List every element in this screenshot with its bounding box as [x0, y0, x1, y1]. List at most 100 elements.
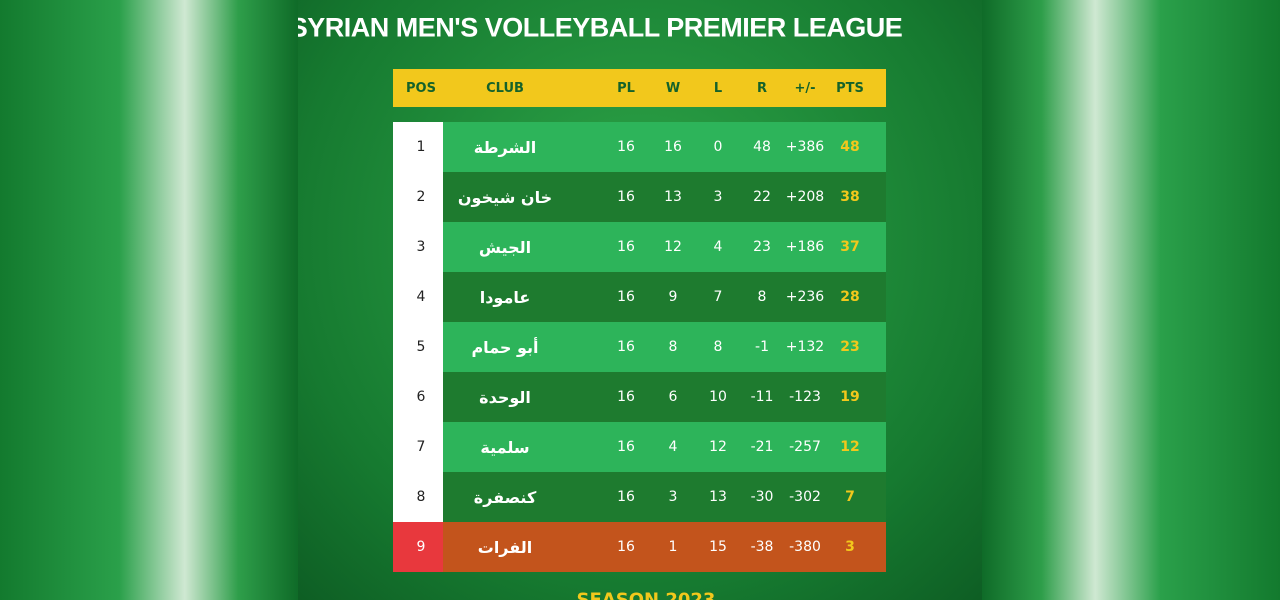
row	[443, 172, 886, 222]
pos-cell	[393, 372, 443, 422]
table-cell: +132	[785, 339, 825, 355]
table-cell: 1	[416, 139, 426, 155]
table-cell: 28	[840, 289, 860, 305]
table-cell: 16	[664, 139, 682, 155]
table-cell: +208	[785, 189, 825, 205]
table-cell: 16	[617, 339, 635, 355]
table-cell: 12	[840, 439, 860, 455]
table-cell: 6	[416, 389, 426, 405]
table-cell: 3	[416, 239, 426, 255]
bg-right	[982, 0, 1280, 600]
row	[443, 272, 886, 322]
header-cell: PTS	[836, 80, 864, 96]
table-cell: 19	[840, 389, 860, 405]
row	[443, 122, 886, 172]
table-cell: عامودا	[479, 287, 531, 307]
table-cell: 4	[668, 439, 678, 455]
table-cell: 16	[617, 539, 635, 555]
table-cell: 23	[753, 239, 771, 255]
pos-cell	[393, 172, 443, 222]
footer: SEASON 2023	[576, 589, 716, 600]
table-cell: 2	[416, 189, 426, 205]
pos-cell	[393, 322, 443, 372]
table-cell: الفرات	[477, 537, 533, 557]
table-cell: 16	[617, 389, 635, 405]
table-cell: 16	[617, 439, 635, 455]
pos-cell	[393, 222, 443, 272]
table-cell: +186	[785, 239, 825, 255]
header-cell: W	[665, 80, 681, 96]
table-cell: 4	[416, 289, 426, 305]
header-bar	[393, 69, 886, 107]
title: SYRIAN MEN'S VOLLEYBALL PREMIER LEAGUE	[298, 12, 903, 43]
table-cell: 16	[617, 289, 635, 305]
table-cell: 6	[668, 389, 678, 405]
table-cell: 15	[709, 539, 727, 555]
table-cell: 4	[713, 239, 723, 255]
header-cell: PL	[617, 80, 635, 96]
table-cell: 7	[845, 489, 855, 505]
table-cell: 12	[664, 239, 682, 255]
header-cell: L	[713, 80, 723, 96]
table-cell: 8	[713, 339, 723, 355]
table-cell: 16	[617, 239, 635, 255]
table-cell: 8	[757, 289, 767, 305]
pos-cell	[393, 122, 443, 172]
table-cell: -38	[750, 539, 774, 555]
table-cell: -11	[750, 389, 774, 405]
table-cell: -257	[789, 439, 821, 455]
table-cell: +386	[785, 139, 825, 155]
table-cell: 7	[416, 439, 426, 455]
table-cell: -1	[755, 339, 769, 355]
row	[443, 422, 886, 472]
row	[443, 222, 886, 272]
table-cell: 23	[840, 339, 860, 355]
bg-left	[0, 0, 298, 600]
row	[443, 472, 886, 522]
table-cell: 7	[713, 289, 723, 305]
header-cell: CLUB	[486, 80, 524, 96]
table-cell: 9	[416, 539, 426, 555]
table-cell: 8	[668, 339, 678, 355]
table-cell: كنصفرة	[473, 487, 537, 507]
table-cell: 16	[617, 189, 635, 205]
row	[443, 372, 886, 422]
table-cell: 16	[617, 139, 635, 155]
table-cell: سلمية	[480, 437, 530, 457]
table-cell: -30	[750, 489, 774, 505]
row	[443, 522, 886, 572]
table-cell: 48	[753, 139, 771, 155]
pos-cell	[393, 272, 443, 322]
table-cell: 37	[840, 239, 860, 255]
table-cell: 0	[713, 139, 723, 155]
pos-cell	[393, 522, 443, 572]
table-cell: 13	[664, 189, 682, 205]
table-cell: الجيش	[478, 237, 532, 257]
table-cell: 38	[840, 189, 860, 205]
table-cell: 10	[709, 389, 727, 405]
table-cell: 3	[713, 189, 723, 205]
table-cell: 13	[709, 489, 727, 505]
table-cell: 48	[840, 139, 860, 155]
table-cell: 8	[416, 489, 426, 505]
table-cell: -21	[750, 439, 774, 455]
table-cell: 16	[617, 489, 635, 505]
pos-cell	[393, 472, 443, 522]
table-cell: الوحدة	[479, 387, 531, 407]
table-cell: -302	[789, 489, 821, 505]
table-cell: أبو حمام	[471, 337, 539, 357]
header-cell: +/-	[794, 80, 816, 96]
table-cell: 12	[709, 439, 727, 455]
table-cell: +236	[785, 289, 825, 305]
header-cell: R	[756, 80, 767, 96]
table-cell: 3	[668, 489, 678, 505]
table-cell: 3	[845, 539, 855, 555]
standings-graphic: SYRIAN MEN'S VOLLEYBALL PREMIER LEAGUE S…	[298, 0, 982, 600]
table-cell: الشرطة	[473, 137, 537, 157]
pos-cell	[393, 422, 443, 472]
table-cell: 9	[668, 289, 678, 305]
table-cell: 5	[416, 339, 426, 355]
table-cell: -123	[789, 389, 821, 405]
table-cell: 22	[753, 189, 771, 205]
